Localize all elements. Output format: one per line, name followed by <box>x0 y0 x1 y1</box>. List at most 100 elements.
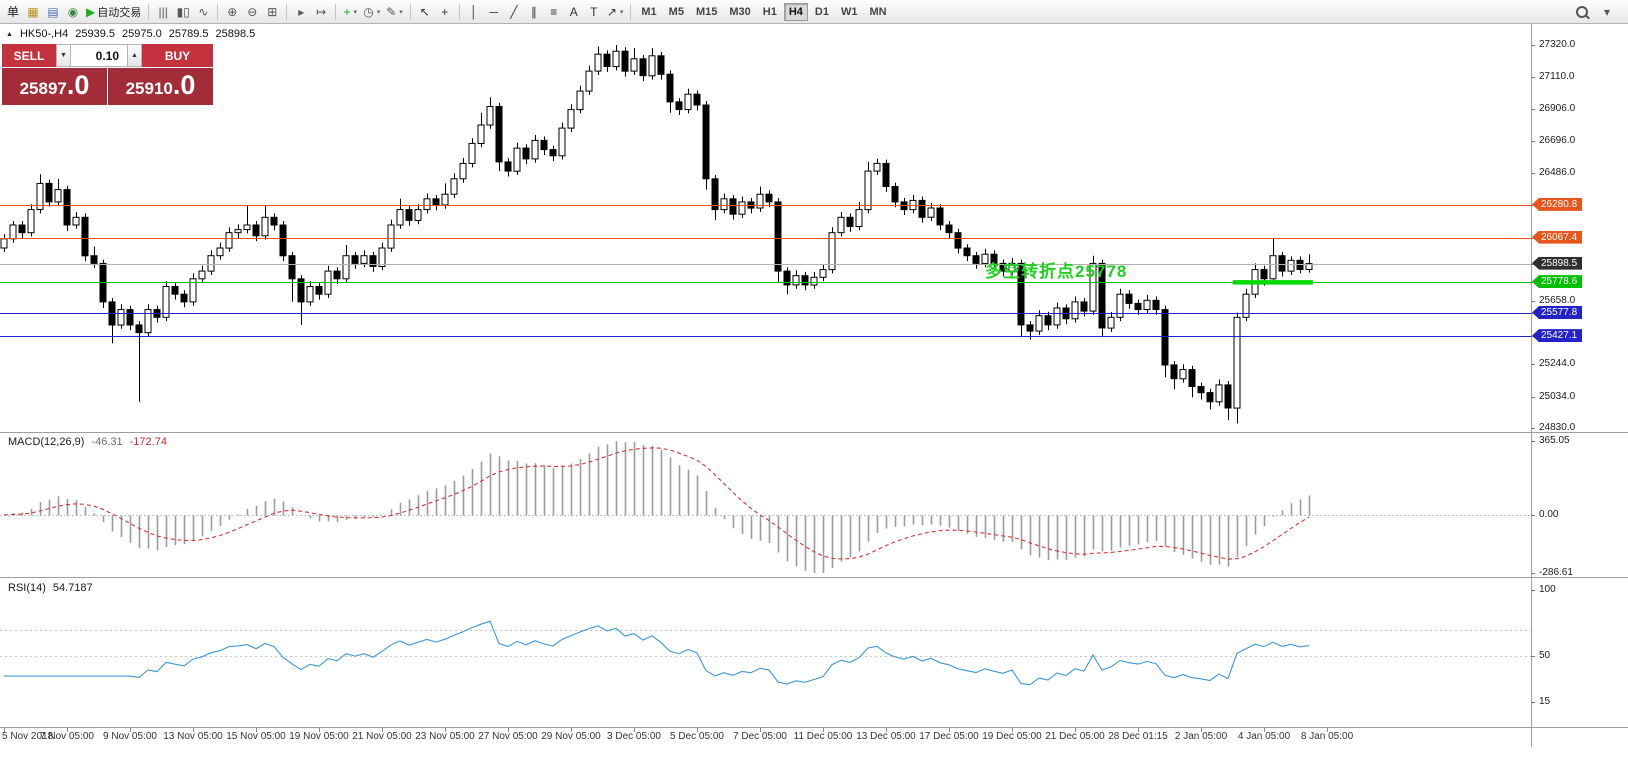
buy-button[interactable]: BUY <box>142 44 213 67</box>
chevron-down-icon: ▾ <box>619 8 624 16</box>
market-watch-icon[interactable]: ◉ <box>63 2 83 22</box>
bar-chart-icon[interactable]: ||| <box>153 2 173 22</box>
profiles-icon[interactable]: ▤ <box>43 2 63 22</box>
trendline-icon: ╱ <box>510 4 518 19</box>
time-axis[interactable]: 5 Nov 2018 7 Nov 05:00 9 Nov 05:00 13 Nov 0… <box>0 727 1531 747</box>
toolbar-items: 单 ▦ ▤ ◉ ▶ 自动交易 ||| ▮▯ ∿ ⊕ ⊖ ⊞ ▸ ↦ + ▾ ◷ ▾ ✎ ▾ ↖ + │ ─ ╱ ∥ ≡ A T ↗ ▾ M1 M… <box>3 2 893 22</box>
tile-windows-icon: ⊞ <box>267 4 278 19</box>
zoom-out-icon[interactable]: ⊖ <box>242 2 262 22</box>
macd-signal-line <box>3 447 1310 560</box>
price-axis-label: 24830.0 <box>1539 422 1576 433</box>
indicators-icon[interactable]: + ▾ <box>340 2 360 22</box>
trendline-icon[interactable]: ╱ <box>504 2 524 22</box>
fibonacci-icon[interactable]: ≡ <box>544 2 564 22</box>
arrows-icon: ↗ <box>606 4 617 19</box>
buy-price-display[interactable]: 25910.0 <box>108 68 213 105</box>
time-axis-label: 2 Jan 05:00 <box>1174 731 1228 742</box>
time-axis-label: 17 Dec 05:00 <box>919 731 979 742</box>
price-level-tag-26280.8: 26280.8 <box>1532 197 1583 211</box>
timeframe-m1-button[interactable]: M1 <box>636 3 661 21</box>
toolbar-separator <box>286 3 288 20</box>
line-chart-icon[interactable]: ∿ <box>193 2 213 22</box>
rsi-name: RSI(14) <box>8 582 46 594</box>
symbol-collapse-icon[interactable]: ▲ <box>6 30 13 38</box>
profiles-icon: ▤ <box>47 4 59 19</box>
periods-icon[interactable]: ◷ ▾ <box>360 2 383 22</box>
cursor-icon[interactable]: ↖ <box>415 2 435 22</box>
one-click-trading-panel: SELL ▼ ▲ BUY 25897.0 25910.0 <box>2 44 213 105</box>
horizontal-line-icon[interactable]: ─ <box>484 2 504 22</box>
autotrade-button[interactable]: ▶ 自动交易 <box>83 2 144 22</box>
time-axis-label: 19 Dec 05:00 <box>982 731 1042 742</box>
time-axis-label: 8 Jan 05:00 <box>1300 731 1354 742</box>
volume-decrease-button[interactable]: ▼ <box>56 44 71 67</box>
timeframe-d1-button[interactable]: D1 <box>810 3 834 21</box>
buy-price-big: .0 <box>172 70 196 100</box>
macd-axis-label: -286.61 <box>1539 567 1573 578</box>
auto-scroll-icon: ▸ <box>298 4 305 19</box>
timeframe-m15-button[interactable]: M15 <box>691 3 722 21</box>
sell-price-base: 25897 <box>19 79 67 98</box>
macd-axis-label: 0.00 <box>1539 508 1559 520</box>
autotrade-button-label: 自动交易 <box>97 6 142 19</box>
chart-canvas[interactable] <box>0 24 1628 747</box>
rsi-line <box>4 620 1310 686</box>
ohlc-low: 25789.5 <box>168 28 209 40</box>
text-icon[interactable]: A <box>564 2 584 22</box>
toolbar-options-caret-icon[interactable]: ▾ <box>1597 2 1617 22</box>
toolbar-separator <box>335 3 337 20</box>
arrows-icon[interactable]: ↗ ▾ <box>604 2 627 22</box>
chart-header: ▲ HK50-,H4 25939.5 25975.0 25789.5 25898… <box>6 28 255 40</box>
time-axis-label: 27 Nov 05:00 <box>478 731 538 742</box>
chevron-down-icon: ▾ <box>376 8 381 16</box>
horizontal-line-icon: ─ <box>489 4 499 19</box>
line-chart-icon: ∿ <box>198 4 209 19</box>
toolbar-separator <box>148 3 150 20</box>
new-order-button[interactable]: 单 <box>3 2 23 22</box>
candlestick-icon[interactable]: ▮▯ <box>173 2 193 22</box>
price-level-tag-25577.8: 25577.8 <box>1532 305 1583 319</box>
chart-shift-icon[interactable]: ↦ <box>311 2 331 22</box>
autotrade-button: ▶ <box>86 4 96 19</box>
sell-price-display[interactable]: 25897.0 <box>2 68 107 105</box>
vertical-line-icon[interactable]: │ <box>464 2 484 22</box>
auto-scroll-icon[interactable]: ▸ <box>291 2 311 22</box>
timeframe-mn-button[interactable]: MN <box>864 3 891 21</box>
symbol-search-icon <box>1576 5 1588 18</box>
candlestick-icon: ▮▯ <box>176 4 190 19</box>
bar-chart-icon: ||| <box>158 4 168 19</box>
toolbar-separator <box>458 3 460 20</box>
channel-icon[interactable]: ∥ <box>524 2 544 22</box>
timeframe-h4-button[interactable]: H4 <box>783 2 808 21</box>
zoom-in-icon[interactable]: ⊕ <box>222 2 242 22</box>
volume-increase-button[interactable]: ▲ <box>127 44 142 67</box>
vertical-line-icon: │ <box>470 4 478 19</box>
sell-price-big: .0 <box>66 70 90 100</box>
price-level-tag-25778.6: 25778.6 <box>1532 275 1583 289</box>
price-axis-label: 26696.0 <box>1539 134 1576 146</box>
pivot-highlight-segment[interactable] <box>1233 280 1313 285</box>
sell-button[interactable]: SELL <box>2 44 56 67</box>
rsi-indicator-label: RSI(14) 54.7187 <box>8 582 100 594</box>
chart-shift-icon: ↦ <box>316 4 327 19</box>
volume-input[interactable] <box>71 44 127 67</box>
channel-icon: ∥ <box>530 4 537 19</box>
symbol-search-icon[interactable] <box>1572 2 1592 22</box>
time-axis-label: 21 Nov 05:00 <box>352 731 412 742</box>
tile-windows-icon[interactable]: ⊞ <box>262 2 282 22</box>
timeframe-m5-button[interactable]: M5 <box>664 3 689 21</box>
templates-icon[interactable]: ✎ ▾ <box>383 2 406 22</box>
pivot-annotation-text[interactable]: 多空转折点25778 <box>985 262 1128 281</box>
timeframe-m30-button[interactable]: M30 <box>724 3 755 21</box>
chart-window-icon[interactable]: ▦ <box>23 2 43 22</box>
price-axis[interactable]: 27320.0 27110.0 26906.0 26696.0 26486.0 25658… <box>1531 24 1628 747</box>
crosshair-icon[interactable]: + <box>435 2 455 22</box>
trade-prices-row: 25897.0 25910.0 <box>2 68 213 105</box>
timeframe-h1-button[interactable]: H1 <box>758 3 782 21</box>
timeframe-w1-button[interactable]: W1 <box>836 3 863 21</box>
rsi-axis-label: 50 <box>1539 650 1551 661</box>
market-watch-icon: ◉ <box>67 4 79 19</box>
label-icon[interactable]: T <box>584 2 604 22</box>
price-level-tag-25898.5: 25898.5 <box>1532 256 1583 270</box>
